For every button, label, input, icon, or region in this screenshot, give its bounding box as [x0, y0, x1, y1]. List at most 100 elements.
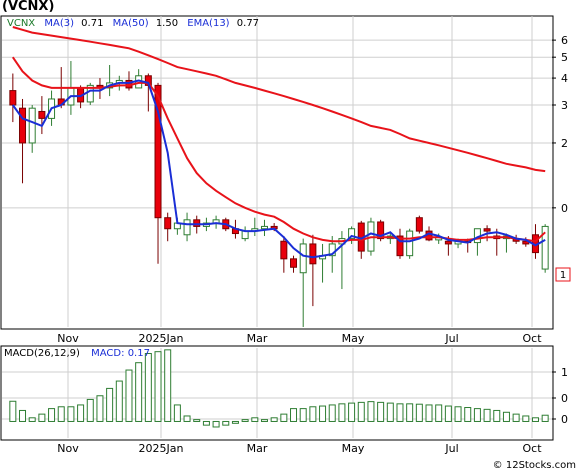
macd-legend-value: 0.17 — [128, 348, 150, 359]
macd-bar — [280, 413, 288, 422]
macd-bar — [357, 401, 365, 422]
chart-title: (VCNX) — [2, 0, 55, 14]
macd-bar — [164, 349, 172, 422]
y-tick-label: 3 — [561, 99, 568, 112]
legend-ma3-label: MA(3) — [44, 18, 74, 29]
candle-body — [9, 90, 17, 106]
macd-bar — [493, 409, 501, 422]
candle-body — [193, 219, 201, 227]
macd-bar — [38, 413, 46, 422]
macd-bar — [367, 401, 375, 422]
macd-bar — [444, 405, 452, 422]
macd-x-tick-label: Oct — [522, 442, 542, 455]
candle-body — [328, 243, 336, 257]
macd-bar — [483, 408, 491, 422]
macd-x-tick-label: Jul — [444, 442, 458, 455]
candle-body — [415, 217, 423, 232]
macd-bar — [173, 404, 181, 422]
x-tick-label: 2025Jan — [139, 332, 184, 345]
macd-bar — [377, 401, 385, 422]
macd-bar — [222, 420, 230, 426]
macd-legend-label: MACD(26,12,9) — [4, 348, 80, 359]
x-tick-label: Nov — [57, 332, 79, 345]
macd-bar — [454, 406, 462, 422]
macd-bar — [57, 406, 65, 422]
macd-bar — [328, 404, 336, 422]
candle-body — [396, 235, 404, 257]
macd-bar — [464, 407, 472, 422]
macd-bar — [299, 408, 307, 422]
macd-marks — [9, 349, 549, 428]
macd-bar — [338, 403, 346, 422]
candle-body — [348, 228, 356, 240]
macd-bar — [251, 417, 259, 422]
candle-body — [154, 84, 162, 219]
svg-text:MACD(26,12,9) MACD:: MACD(26,12,9) MACD: 0.17 — [4, 348, 150, 359]
macd-bar — [77, 404, 85, 422]
macd-bar — [541, 414, 549, 422]
candle-body — [241, 230, 249, 240]
x-tick-label: Mar — [247, 332, 268, 345]
svg-text:VCNX MA(3) 0.71: VCNX MA(3) 0.71 MA(50) 1.50 EMA(13) 0.77 — [7, 18, 259, 29]
candle-body — [183, 219, 191, 236]
candle-body — [309, 243, 317, 265]
macd-bar — [396, 403, 404, 422]
candle-body — [19, 107, 27, 144]
macd-bar — [86, 398, 94, 422]
x-tick-label: May — [342, 332, 365, 345]
candle-body — [541, 225, 549, 270]
macd-bar — [144, 353, 152, 422]
candle-body — [260, 225, 268, 230]
macd-bar — [502, 411, 510, 422]
macd-x-tick-label: Mar — [247, 442, 268, 455]
macd-x-tick-label: May — [342, 442, 365, 455]
macd-bar — [19, 409, 27, 422]
macd-bar — [154, 351, 162, 422]
macd-bar — [48, 408, 56, 422]
y-tick-label: 0 — [561, 202, 568, 215]
macd-x-tick-label: Nov — [57, 442, 79, 455]
candle-body — [406, 230, 414, 257]
macd-bar — [415, 403, 423, 422]
candle-body — [164, 217, 172, 230]
ma50-line — [12, 26, 546, 173]
ma3-line — [11, 79, 546, 259]
macd-bar — [212, 420, 220, 428]
axis-labels: Nov Nov 2025Jan 2025Jan Mar Mar May May Jul Jul Oc… — [57, 34, 568, 455]
legend-ma3-value: 0.71 — [81, 18, 103, 29]
macd-bar — [309, 406, 317, 422]
macd-bar — [9, 400, 17, 422]
candle-body — [86, 84, 94, 103]
candle-body — [280, 240, 288, 260]
macd-bar — [67, 406, 75, 422]
grid-lines — [2, 16, 552, 438]
macd-bar — [106, 387, 114, 422]
macd-bar — [319, 405, 327, 422]
macd-bar — [231, 420, 239, 424]
candle-body — [483, 228, 491, 232]
macd-bar — [183, 415, 191, 422]
y-tick-label: 4 — [561, 72, 568, 85]
macd-bar — [115, 380, 123, 422]
y-tick-label: 2 — [561, 137, 568, 150]
x-tick-label: Oct — [522, 332, 542, 345]
macd-bar — [193, 419, 201, 422]
legend-ema13-value: 0.77 — [237, 18, 259, 29]
macd-bar — [435, 404, 443, 422]
legend-ma50-value: 1.50 — [156, 18, 178, 29]
legend-ma50-label: MA(50) — [113, 18, 149, 29]
macd-bar — [135, 362, 143, 422]
ema13-line — [11, 56, 546, 243]
candle-body — [444, 240, 452, 245]
macd-bar — [473, 408, 481, 422]
macd-bar — [202, 420, 210, 426]
macd-y-tick-label: 0 — [561, 392, 568, 405]
macd-bar — [96, 395, 104, 422]
last-price-tag — [555, 267, 571, 282]
candle-body — [290, 258, 298, 268]
macd-x-tick-label: 2025Jan — [139, 442, 184, 455]
candle-body — [28, 107, 36, 144]
macd-bar — [260, 419, 268, 422]
